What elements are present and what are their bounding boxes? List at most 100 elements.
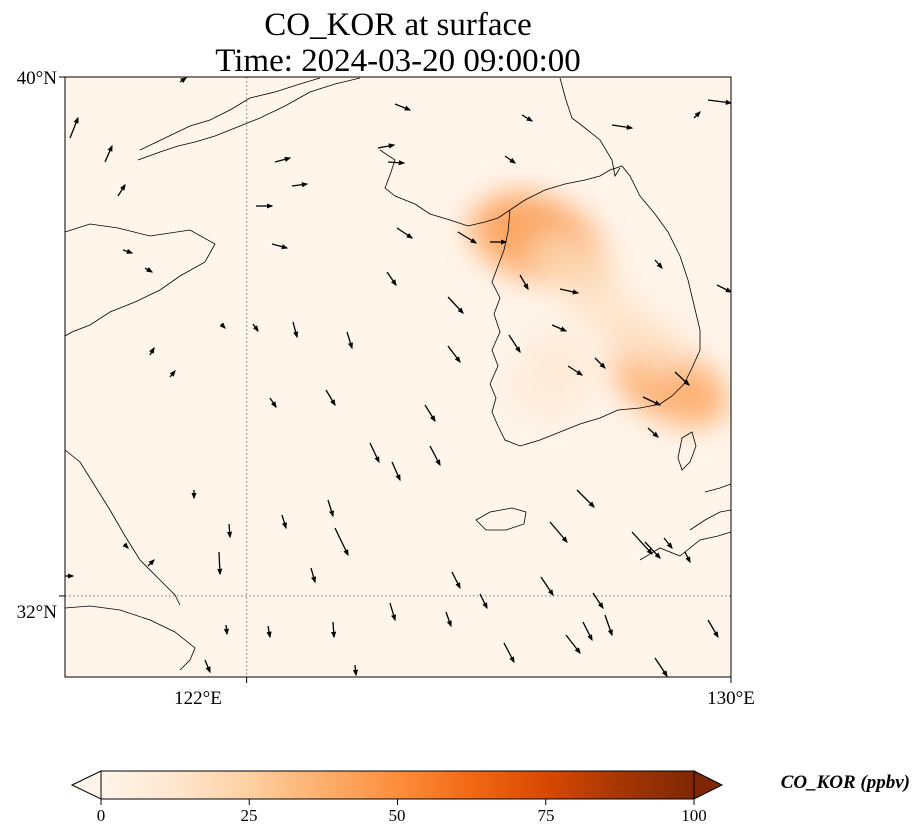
wind-vector-arrow — [271, 243, 289, 250]
wind-vector-arrow — [252, 323, 259, 333]
wind-vector-arrow — [219, 322, 226, 329]
wind-vector-arrow — [204, 659, 211, 674]
wind-vector-arrow — [693, 111, 701, 119]
gridlines — [65, 77, 731, 677]
wind-vector-arrow — [281, 514, 287, 530]
wind-vector-arrow — [576, 489, 595, 508]
wind-vector-arrow — [503, 642, 515, 664]
wind-vector-arrow — [179, 77, 188, 84]
wind-vector-arrow — [445, 611, 452, 628]
wind-vector-arrow — [352, 664, 359, 677]
wind-vector-arrow — [707, 99, 731, 105]
colorbar-extend-low — [70, 770, 102, 800]
colorbar-tick-label-25: 25 — [241, 806, 258, 825]
concentration-field — [467, 192, 729, 427]
coastline-jeju-island — [475, 507, 527, 531]
wind-vector-arrow — [447, 296, 464, 314]
coastline-china-south — [65, 449, 181, 606]
coastline-yangtze-delta — [65, 605, 196, 671]
coastline-west-korea-bay — [379, 149, 511, 227]
wind-vector-arrow — [508, 334, 521, 354]
wind-vector-arrow — [429, 445, 441, 467]
wind-vector-arrow — [104, 144, 113, 163]
wind-vector-arrow — [387, 160, 406, 166]
wind-vector-arrow — [654, 657, 668, 677]
coastline-korea-peninsula — [489, 165, 701, 447]
wind-vector-arrow — [389, 602, 397, 622]
wind-vectors — [65, 77, 731, 677]
colorbar-tick-label-75: 75 — [538, 806, 555, 825]
coastlines — [65, 77, 731, 671]
wind-vector-arrow — [716, 284, 731, 293]
coastline-tsushima — [677, 431, 697, 471]
wind-vector-arrow — [559, 288, 580, 295]
map-frame — [64, 76, 732, 678]
wind-vector-arrow — [447, 345, 461, 364]
wind-vector-arrow — [654, 259, 663, 269]
lon-tick-label-130: 130°E — [707, 688, 755, 709]
wind-vector-arrow — [631, 531, 653, 555]
wind-vector-arrow — [217, 551, 223, 576]
wind-vector-arrow — [642, 396, 662, 406]
wind-vector-arrow — [169, 370, 176, 378]
wind-vector-arrow — [647, 427, 659, 438]
wind-vector-arrow — [122, 248, 134, 254]
colorbar-tick-label-100: 100 — [681, 806, 707, 825]
wind-vector-arrow — [663, 537, 673, 550]
lat-tick-label-40: 40°N — [17, 68, 58, 89]
coastline-china-west — [65, 223, 216, 337]
map-panel — [64, 76, 732, 678]
wind-vector-arrow — [122, 542, 129, 549]
wind-vector-arrow — [674, 371, 690, 386]
chart-title-line-2: Time: 2024-03-20 09:00:00 — [215, 43, 581, 79]
wind-vector-arrow — [567, 365, 584, 376]
colorbar-body — [100, 770, 695, 800]
colorbar-ticks — [100, 799, 695, 805]
colorbar: 0 25 50 75 100 CO_KOR (ppbv) — [70, 770, 910, 825]
wind-vector-arrow — [144, 267, 154, 273]
wind-vector-arrow — [549, 521, 568, 543]
wind-vector-arrow — [334, 527, 349, 557]
wind-vector-arrow — [451, 571, 461, 590]
wind-vector-arrow — [223, 624, 230, 636]
wind-vector-arrow — [594, 357, 606, 369]
wind-vector-arrow — [327, 499, 334, 518]
wind-vector-arrow — [391, 461, 401, 482]
wind-vector-arrow — [386, 271, 397, 287]
concentration-hotspot — [528, 233, 619, 297]
wind-vector-arrow — [565, 634, 581, 655]
wind-vector-arrow — [521, 114, 534, 122]
coastline-liaodong-peninsula — [137, 77, 361, 161]
wind-vector-arrow — [457, 231, 478, 244]
wind-vector-arrow — [582, 621, 593, 642]
wind-vector-arrow — [644, 541, 661, 559]
colorbar-tick-label-0: 0 — [97, 806, 106, 825]
colorbar-tick-label-50: 50 — [389, 806, 406, 825]
lon-tick-label-122: 122°E — [174, 688, 222, 709]
wind-vector-arrow — [377, 143, 396, 149]
lat-tick-label-32: 32°N — [17, 602, 58, 623]
wind-vector-arrow — [611, 124, 634, 130]
wind-vector-arrow — [292, 321, 299, 339]
wind-vector-arrow — [325, 389, 336, 407]
wind-vector-arrow — [310, 567, 317, 584]
wind-vector-arrow — [69, 116, 79, 139]
wind-vector-arrow — [274, 156, 292, 163]
coastline-kyushu — [639, 483, 731, 561]
concentration-hotspot — [604, 312, 689, 373]
wind-vector-arrow — [346, 331, 353, 350]
wind-vector-arrow — [604, 614, 613, 637]
chart-title-line-1: CO_KOR at surface — [264, 7, 532, 43]
wind-vector-arrow — [684, 551, 691, 564]
axis-ticks — [59, 76, 732, 683]
wind-vector-arrow — [479, 593, 488, 610]
wind-vector-arrow — [266, 625, 272, 639]
wind-vector-arrow — [519, 274, 529, 291]
wind-vector-arrow — [291, 182, 309, 188]
coastline-north-korea — [559, 77, 621, 178]
wind-vector-arrow — [551, 324, 568, 332]
wind-vector-arrow — [707, 619, 719, 639]
wind-vector-arrow — [592, 592, 604, 610]
concentration-hotspot — [506, 368, 581, 422]
